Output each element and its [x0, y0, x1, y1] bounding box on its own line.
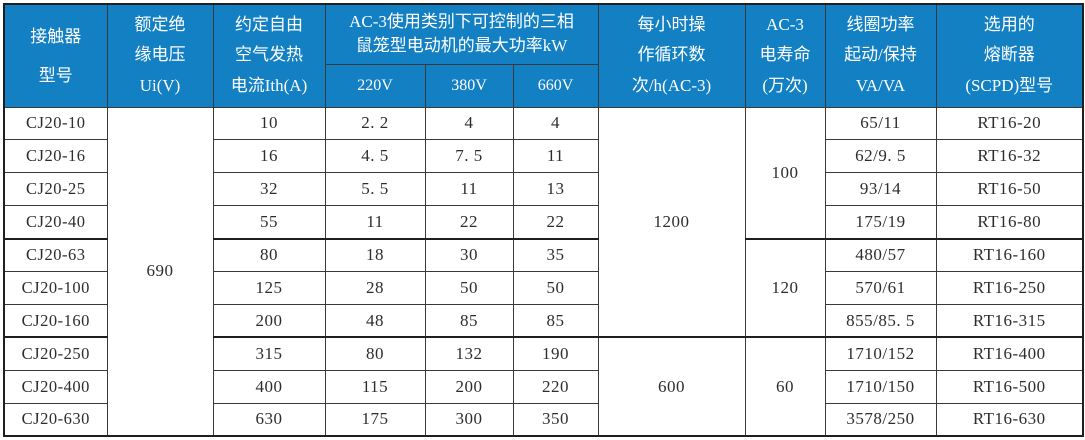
cell-p380: 11 — [424, 172, 514, 207]
cell-p660: 4 — [512, 106, 599, 141]
cell-p380: 200 — [424, 369, 514, 404]
cell-fuse: RT16-500 — [935, 369, 1084, 404]
cell-model: CJ20-100 — [3, 270, 108, 305]
cell-fuse: RT16-630 — [935, 402, 1084, 437]
table-row: CJ20-250 315 80 132 190 600 60 1710/152 … — [3, 336, 1084, 437]
cell-p220: 48 — [324, 303, 426, 338]
cell-p380: 7. 5 — [424, 139, 514, 174]
cell-p660: 13 — [512, 172, 599, 207]
table-row: CJ20-63 80 18 30 35 120 480/57 RT16-160 — [3, 237, 1084, 338]
cell-model: CJ20-400 — [3, 369, 108, 404]
cell-model: CJ20-16 — [3, 139, 108, 174]
cell-p660: 350 — [512, 402, 599, 437]
table-row: CJ20-16 16 4. 5 7. 5 11 62/9. 5 RT16-32 — [3, 139, 1084, 174]
table-row: CJ20-630 630 175 300 350 3578/250 RT16-6… — [3, 402, 1084, 437]
cell-fuse: RT16-400 — [935, 336, 1084, 371]
header-voltage-660v: 660V — [512, 63, 599, 108]
table-row: CJ20-40 55 11 22 22 175/19 RT16-80 — [3, 205, 1084, 240]
cell-ith: 32 — [212, 172, 326, 207]
cell-ith: 630 — [212, 402, 326, 437]
cell-p380: 85 — [424, 303, 514, 338]
cell-ith: 125 — [212, 270, 326, 305]
cell-p220: 175 — [324, 402, 426, 437]
cell-coil: 175/19 — [824, 205, 937, 240]
cell-p220: 18 — [324, 237, 426, 272]
cell-coil: 62/9. 5 — [824, 139, 937, 174]
cell-p660: 190 — [512, 336, 599, 371]
cell-ui-merged: 690 — [106, 106, 214, 437]
cell-ith: 80 — [212, 237, 326, 272]
cell-cycles-merged: 600 — [597, 336, 746, 437]
header-operating-cycles-per-hour: 每小时操 作循环数 次/h(AC-3) — [597, 3, 746, 108]
header-rated-insulation-voltage: 额定绝 缘电压 Ui(V) — [106, 3, 214, 108]
cell-coil: 1710/150 — [824, 369, 937, 404]
cell-p220: 2. 2 — [324, 106, 426, 141]
header-ac3-electrical-life: AC-3 电寿命 (万次) — [744, 3, 826, 108]
cell-fuse: RT16-315 — [935, 303, 1084, 338]
cell-model: CJ20-160 — [3, 303, 108, 338]
cell-fuse: RT16-20 — [935, 106, 1084, 141]
cell-p660: 35 — [512, 237, 599, 272]
cell-model: CJ20-63 — [3, 237, 108, 272]
cell-life-merged: 60 — [744, 336, 826, 437]
cell-model: CJ20-40 — [3, 205, 108, 240]
table-header: 接触器 型号 额定绝 缘电压 Ui(V) 约定自由 空气发热 电流Ith(A) … — [3, 3, 1084, 108]
cell-model: CJ20-250 — [3, 336, 108, 371]
cell-ith: 200 — [212, 303, 326, 338]
cell-p380: 50 — [424, 270, 514, 305]
cell-p380: 4 — [424, 106, 514, 141]
cell-p380: 300 — [424, 402, 514, 437]
table-row: CJ20-10 690 10 2. 2 4 4 1200 100 65/11 R… — [3, 106, 1084, 437]
cell-p380: 30 — [424, 237, 514, 272]
cell-p220: 28 — [324, 270, 426, 305]
cell-p380: 22 — [424, 205, 514, 240]
contactor-spec-table: 接触器 型号 额定绝 缘电压 Ui(V) 约定自由 空气发热 电流Ith(A) … — [3, 3, 1084, 437]
cell-p380: 132 — [424, 336, 514, 371]
cell-life-merged: 120 — [744, 237, 826, 338]
cell-fuse: RT16-250 — [935, 270, 1084, 305]
cell-p660: 50 — [512, 270, 599, 305]
cell-life-merged: 100 — [744, 106, 826, 240]
header-contactor-model: 接触器 型号 — [3, 3, 108, 108]
cell-coil: 570/61 — [824, 270, 937, 305]
cell-p220: 11 — [324, 205, 426, 240]
table-row: CJ20-400 400 115 200 220 1710/150 RT16-5… — [3, 369, 1084, 404]
header-voltage-380v: 380V — [424, 63, 514, 108]
cell-coil: 3578/250 — [824, 402, 937, 437]
table-row: CJ20-25 32 5. 5 11 13 93/14 RT16-50 — [3, 172, 1084, 207]
cell-coil: 65/11 — [824, 106, 937, 141]
cell-p220: 4. 5 — [324, 139, 426, 174]
cell-p660: 11 — [512, 139, 599, 174]
cell-ith: 16 — [212, 139, 326, 174]
cell-p220: 5. 5 — [324, 172, 426, 207]
cell-fuse: RT16-50 — [935, 172, 1084, 207]
cell-ith: 55 — [212, 205, 326, 240]
cell-p660: 85 — [512, 303, 599, 338]
cell-model: CJ20-630 — [3, 402, 108, 437]
cell-coil: 480/57 — [824, 237, 937, 272]
cell-ith: 315 — [212, 336, 326, 371]
cell-p660: 220 — [512, 369, 599, 404]
cell-fuse: RT16-160 — [935, 237, 1084, 272]
table-row: CJ20-100 125 28 50 50 570/61 RT16-250 — [3, 270, 1084, 305]
cell-p220: 80 — [324, 336, 426, 371]
cell-coil: 855/85. 5 — [824, 303, 937, 338]
cell-fuse: RT16-32 — [935, 139, 1084, 174]
cell-ith: 10 — [212, 106, 326, 141]
header-fuse-type: 选用的 熔断器 (SCPD)型号 — [935, 3, 1084, 108]
cell-p220: 115 — [324, 369, 426, 404]
header-voltage-220v: 220V — [324, 63, 426, 108]
header-coil-power: 线圈功率 起动/保持 VA/VA — [824, 3, 937, 108]
cell-p660: 22 — [512, 205, 599, 240]
table-body: CJ20-10 690 10 2. 2 4 4 1200 100 65/11 R… — [3, 106, 1084, 437]
cell-fuse: RT16-80 — [935, 205, 1084, 240]
cell-ith: 400 — [212, 369, 326, 404]
cell-coil: 93/14 — [824, 172, 937, 207]
cell-model: CJ20-25 — [3, 172, 108, 207]
header-thermal-current: 约定自由 空气发热 电流Ith(A) — [212, 3, 326, 108]
cell-cycles-merged: 1200 — [597, 106, 746, 338]
cell-model: CJ20-10 — [3, 106, 108, 141]
cell-coil: 1710/152 — [824, 336, 937, 371]
header-ac3-max-power-group: AC-3使用类别下可控制的三相 鼠笼型电动机的最大功率kW — [324, 3, 599, 65]
